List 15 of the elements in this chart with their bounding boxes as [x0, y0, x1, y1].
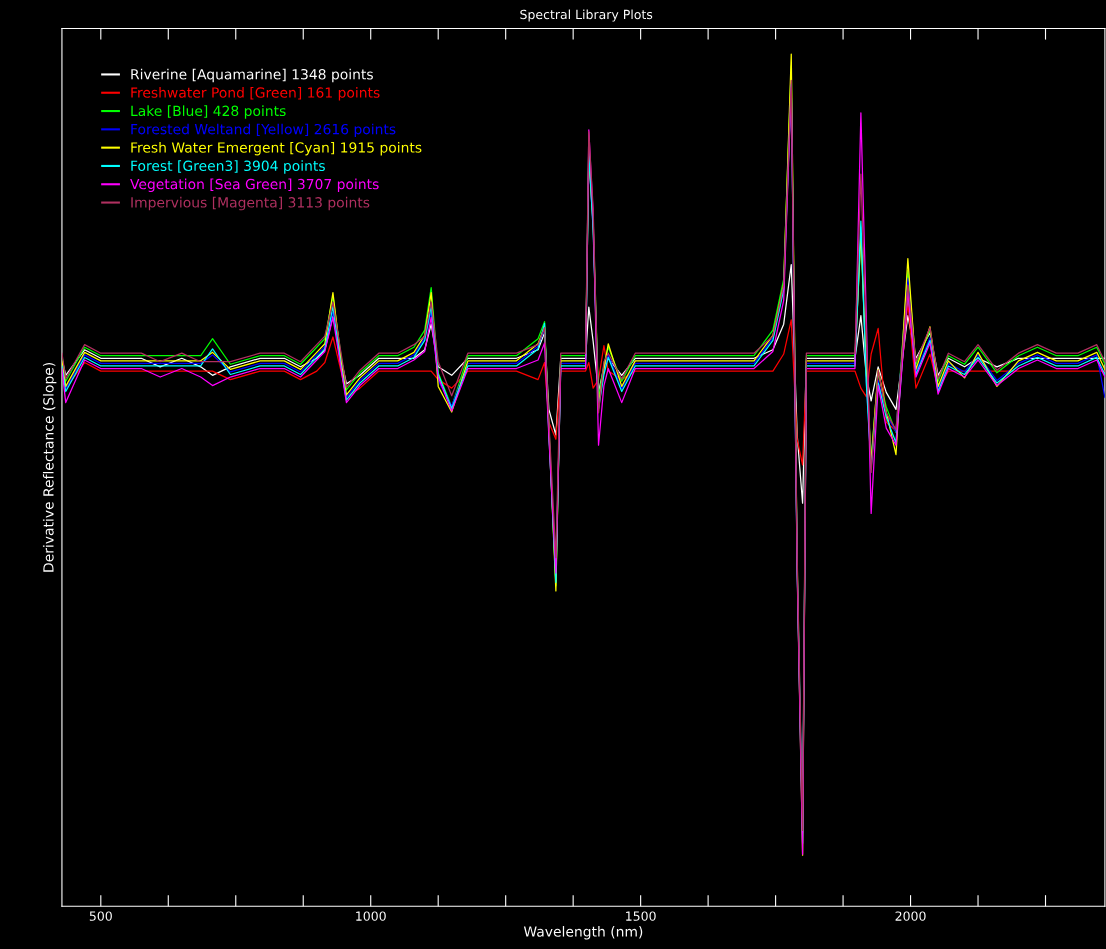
y-axis-title: Derivative Reflectance (Slope) [42, 362, 57, 572]
x-tick-label: 1500 [626, 911, 656, 921]
legend-label: Riverine [Aquamarine] 1348 points [131, 68, 373, 83]
legend-label: Fresh Water Emergent [Cyan] 1915 points [131, 141, 422, 156]
legend-label: Forest [Green3] 3904 points [131, 160, 325, 174]
legend-label: Impervious [Magenta] 3113 points [131, 196, 370, 211]
legend-label: Lake [Blue] 428 points [131, 105, 286, 119]
x-axis-title: Wavelength (nm) [523, 926, 643, 940]
chart-title: Spectral Library Plots [520, 9, 653, 22]
legend-label: Vegetation [Sea Green] 3707 points [130, 178, 379, 193]
x-tick-label: 1000 [356, 911, 386, 921]
x-tick-label: 500 [89, 911, 112, 921]
legend-label: Forested Weltand [Yellow] 2616 points [131, 123, 396, 138]
x-tick-label: 2000 [895, 911, 926, 921]
legend-label: Freshwater Pond [Green] 161 points [131, 87, 380, 101]
